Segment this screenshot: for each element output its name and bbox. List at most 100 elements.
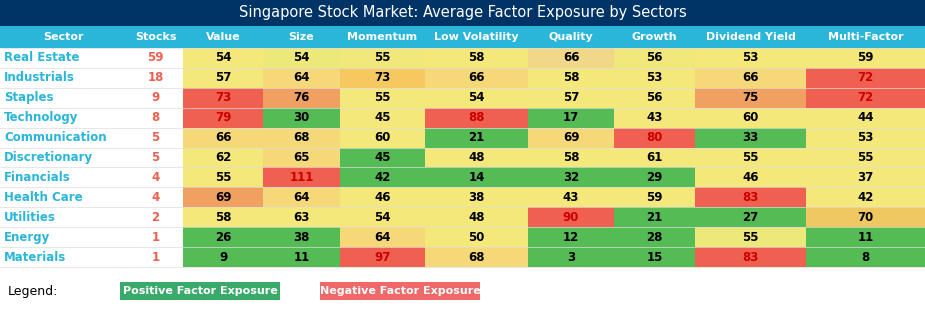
- Text: 60: 60: [375, 131, 390, 144]
- Text: 111: 111: [290, 171, 314, 184]
- Bar: [528, 147, 614, 168]
- Bar: [0, 187, 925, 207]
- Bar: [340, 187, 425, 207]
- Text: 97: 97: [375, 250, 390, 264]
- Bar: [528, 168, 614, 187]
- Text: 28: 28: [647, 231, 662, 243]
- Bar: [695, 147, 806, 168]
- Text: 1: 1: [152, 231, 160, 243]
- Bar: [263, 48, 340, 68]
- Bar: [806, 128, 925, 147]
- Text: 21: 21: [468, 131, 485, 144]
- Text: Legend:: Legend:: [8, 284, 58, 297]
- Bar: [340, 207, 425, 227]
- Bar: [695, 227, 806, 247]
- Bar: [695, 168, 806, 187]
- Text: 64: 64: [293, 191, 310, 204]
- Text: 48: 48: [468, 211, 485, 224]
- Text: 73: 73: [215, 91, 231, 104]
- Text: 58: 58: [562, 151, 579, 164]
- Text: Stocks: Stocks: [135, 32, 177, 42]
- Text: 80: 80: [647, 131, 662, 144]
- Bar: [340, 227, 425, 247]
- Text: 65: 65: [293, 151, 310, 164]
- Text: 11: 11: [857, 231, 873, 243]
- Bar: [340, 88, 425, 108]
- Text: 44: 44: [857, 111, 874, 124]
- Bar: [0, 108, 925, 128]
- Text: 62: 62: [215, 151, 231, 164]
- Text: Quality: Quality: [549, 32, 593, 42]
- Bar: [695, 207, 806, 227]
- Bar: [340, 108, 425, 128]
- Text: 63: 63: [293, 211, 310, 224]
- Text: 46: 46: [742, 171, 758, 184]
- Bar: [695, 68, 806, 88]
- Text: 17: 17: [563, 111, 579, 124]
- Text: 4: 4: [152, 171, 160, 184]
- Bar: [120, 282, 280, 300]
- Text: Positive Factor Exposure: Positive Factor Exposure: [123, 286, 278, 296]
- Bar: [0, 247, 925, 267]
- Text: 54: 54: [468, 91, 485, 104]
- Bar: [695, 48, 806, 68]
- Text: 59: 59: [857, 51, 874, 65]
- Text: Singapore Stock Market: Average Factor Exposure by Sectors: Singapore Stock Market: Average Factor E…: [239, 5, 686, 20]
- Bar: [806, 227, 925, 247]
- Text: 68: 68: [293, 131, 310, 144]
- Text: Energy: Energy: [4, 231, 50, 243]
- Bar: [528, 108, 614, 128]
- Bar: [183, 128, 263, 147]
- Bar: [528, 247, 614, 267]
- Text: 55: 55: [375, 91, 390, 104]
- Text: 50: 50: [468, 231, 485, 243]
- Text: 64: 64: [375, 231, 390, 243]
- Text: 33: 33: [743, 131, 758, 144]
- Bar: [340, 128, 425, 147]
- Bar: [263, 108, 340, 128]
- Text: 66: 66: [215, 131, 231, 144]
- Text: 70: 70: [857, 211, 873, 224]
- Bar: [528, 128, 614, 147]
- Bar: [695, 187, 806, 207]
- Bar: [183, 247, 263, 267]
- Bar: [0, 68, 925, 88]
- Text: 57: 57: [215, 72, 231, 84]
- Text: 72: 72: [857, 91, 873, 104]
- Bar: [263, 207, 340, 227]
- Text: 48: 48: [468, 151, 485, 164]
- Text: 12: 12: [563, 231, 579, 243]
- Bar: [425, 48, 528, 68]
- Bar: [806, 187, 925, 207]
- Bar: [340, 48, 425, 68]
- Text: 55: 55: [742, 231, 758, 243]
- Bar: [425, 227, 528, 247]
- Text: 29: 29: [647, 171, 662, 184]
- Text: 73: 73: [375, 72, 390, 84]
- Text: 43: 43: [647, 111, 662, 124]
- Text: 46: 46: [375, 191, 390, 204]
- Text: 9: 9: [152, 91, 160, 104]
- Text: 38: 38: [468, 191, 485, 204]
- Bar: [263, 227, 340, 247]
- Text: 55: 55: [375, 51, 390, 65]
- Bar: [528, 227, 614, 247]
- Text: 58: 58: [215, 211, 231, 224]
- Text: 43: 43: [562, 191, 579, 204]
- Bar: [340, 68, 425, 88]
- Bar: [0, 88, 925, 108]
- Bar: [183, 227, 263, 247]
- Bar: [183, 187, 263, 207]
- Bar: [340, 247, 425, 267]
- Text: 30: 30: [293, 111, 310, 124]
- Text: 4: 4: [152, 191, 160, 204]
- Bar: [425, 88, 528, 108]
- Bar: [614, 168, 695, 187]
- Text: Momentum: Momentum: [348, 32, 417, 42]
- Text: 5: 5: [152, 151, 160, 164]
- Text: 42: 42: [375, 171, 390, 184]
- Bar: [183, 147, 263, 168]
- Bar: [806, 207, 925, 227]
- Bar: [0, 227, 925, 247]
- Text: 58: 58: [468, 51, 485, 65]
